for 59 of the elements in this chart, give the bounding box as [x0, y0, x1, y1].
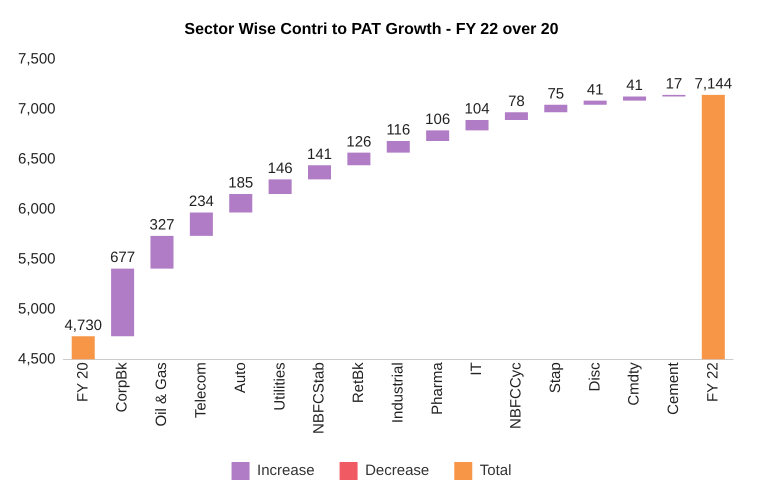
- data-label: 327: [149, 216, 175, 234]
- bar: [466, 120, 489, 130]
- x-tick-label: Oil & Gas: [153, 362, 170, 426]
- data-label: 75: [547, 85, 564, 102]
- data-label: 185: [228, 174, 254, 192]
- data-label: 141: [306, 146, 332, 163]
- data-label: 41: [626, 77, 643, 94]
- x-tick-label: FY 22: [704, 362, 722, 402]
- data-label: 677: [110, 249, 136, 266]
- x-tick-label: Industrial: [389, 362, 406, 424]
- x-tick-label: Telecom: [192, 362, 210, 418]
- data-label: 234: [188, 193, 214, 210]
- legend-label: Total: [480, 462, 512, 480]
- data-label: 126: [346, 133, 372, 150]
- data-label: 104: [464, 100, 490, 118]
- x-tick-label: Auto: [232, 362, 249, 394]
- bar: [623, 96, 646, 101]
- x-tick-label: NBFCStab: [310, 362, 328, 434]
- x-tick-label: NBFCCyc: [508, 362, 525, 429]
- bar: [229, 194, 252, 212]
- bar: [584, 100, 607, 105]
- bar: [150, 236, 174, 269]
- y-tick-label: 6,000: [18, 200, 56, 218]
- x-tick-label: Pharma: [428, 362, 446, 415]
- y-tick-label: 7,500: [18, 50, 56, 68]
- data-label: 78: [508, 92, 525, 110]
- legend-label: Decrease: [365, 462, 430, 480]
- bar: [268, 179, 292, 194]
- bar: [111, 268, 134, 336]
- data-label: 106: [425, 111, 450, 128]
- x-tick-label: Disc: [586, 362, 604, 392]
- x-tick-label: IT: [468, 362, 486, 376]
- y-tick-label: 7,000: [18, 100, 56, 118]
- data-label: 116: [386, 122, 410, 139]
- bar: [308, 165, 332, 180]
- x-tick-label: Cement: [665, 361, 682, 415]
- y-tick-label: 5,500: [18, 250, 56, 268]
- y-tick-label: 5,000: [18, 300, 56, 318]
- chart-title: Sector Wise Contri to PAT Growth - FY 22 over 20: [184, 21, 559, 38]
- x-tick-label: Utilities: [271, 362, 288, 411]
- data-label: 4,730: [64, 316, 102, 334]
- data-label: 17: [666, 75, 682, 92]
- x-tick-label: RetBk: [350, 362, 368, 404]
- bar: [544, 104, 568, 112]
- data-label: 146: [268, 160, 293, 177]
- legend-label: Increase: [257, 462, 315, 480]
- bar: [504, 112, 528, 120]
- x-tick-label: CorpBk: [114, 362, 131, 412]
- x-tick-label: Stap: [546, 362, 564, 394]
- y-tick-label: 4,500: [18, 350, 56, 368]
- bar: [190, 212, 213, 236]
- x-tick-label: Cmdty: [626, 362, 643, 406]
- bar: [386, 141, 410, 153]
- data-label: 7,144: [694, 75, 732, 92]
- y-tick-label: 6,500: [18, 150, 56, 168]
- bar: [347, 152, 370, 166]
- x-tick-label: FY 20: [74, 362, 92, 402]
- bar: [426, 130, 450, 142]
- data-label: 41: [586, 81, 604, 98]
